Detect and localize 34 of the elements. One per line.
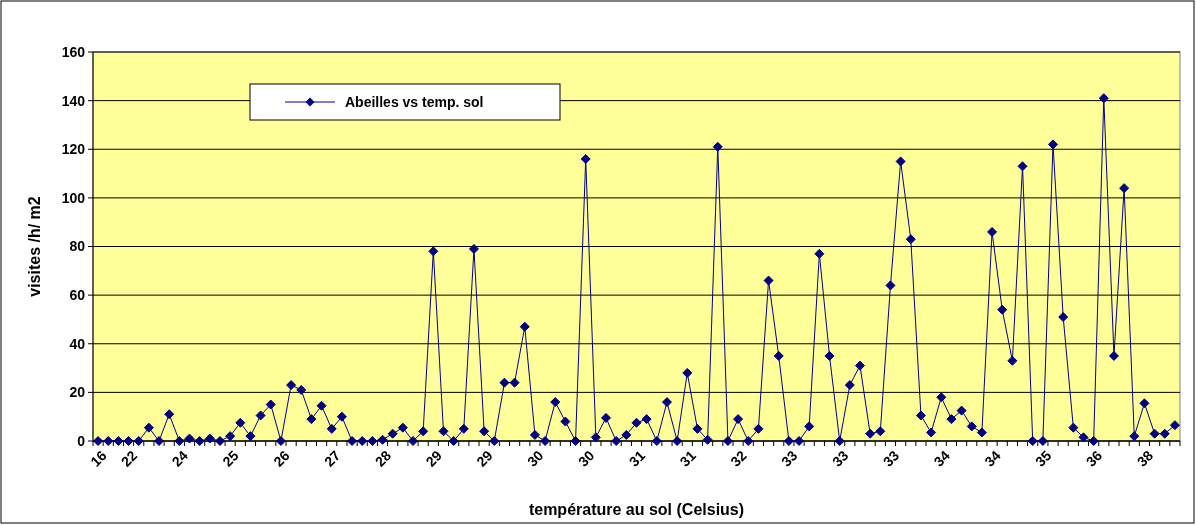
y-tick-label: 60 bbox=[69, 287, 86, 304]
x-tick-label: 24 bbox=[168, 447, 192, 470]
x-tick-label: 36 bbox=[1082, 447, 1106, 470]
y-tick-label: 160 bbox=[61, 43, 86, 60]
x-tick-label: 31 bbox=[676, 447, 700, 470]
y-tick-label: 20 bbox=[69, 384, 86, 401]
x-tick-label: 33 bbox=[828, 447, 852, 470]
x-tick-label: 34 bbox=[930, 447, 953, 470]
x-tick-label: 29 bbox=[473, 447, 496, 470]
x-tick-label: 31 bbox=[625, 447, 649, 470]
x-axis-title: température au sol (Celsius) bbox=[528, 501, 745, 518]
y-tick-label: 0 bbox=[77, 432, 86, 449]
x-tick-label: 38 bbox=[1133, 447, 1157, 470]
y-tick-label: 140 bbox=[61, 92, 86, 109]
x-tick-label: 34 bbox=[981, 447, 1004, 470]
x-tick-label: 32 bbox=[727, 447, 750, 470]
x-tick-label: 22 bbox=[117, 447, 141, 470]
x-tick-label: 30 bbox=[524, 447, 547, 470]
x-tick-label: 27 bbox=[320, 447, 344, 470]
x-tick-label: 30 bbox=[574, 447, 598, 470]
y-tick-label: 80 bbox=[69, 238, 86, 255]
x-tick-label: 28 bbox=[371, 447, 395, 470]
x-tick-label: 33 bbox=[879, 447, 903, 470]
legend-label: Abeilles vs temp. sol bbox=[345, 93, 484, 110]
x-tick-label: 16 bbox=[87, 447, 110, 470]
x-tick-label: 35 bbox=[1032, 447, 1055, 470]
x-tick-label: 26 bbox=[270, 447, 293, 470]
x-tick-label: 29 bbox=[422, 447, 446, 470]
x-tick-label: 33 bbox=[778, 447, 801, 470]
x-tick-label: 25 bbox=[219, 447, 242, 470]
y-axis-title: visites /h/ m2 bbox=[26, 196, 43, 297]
y-tick-label: 40 bbox=[69, 335, 86, 352]
y-tick-label: 120 bbox=[61, 141, 86, 158]
y-tick-label: 100 bbox=[61, 189, 86, 206]
